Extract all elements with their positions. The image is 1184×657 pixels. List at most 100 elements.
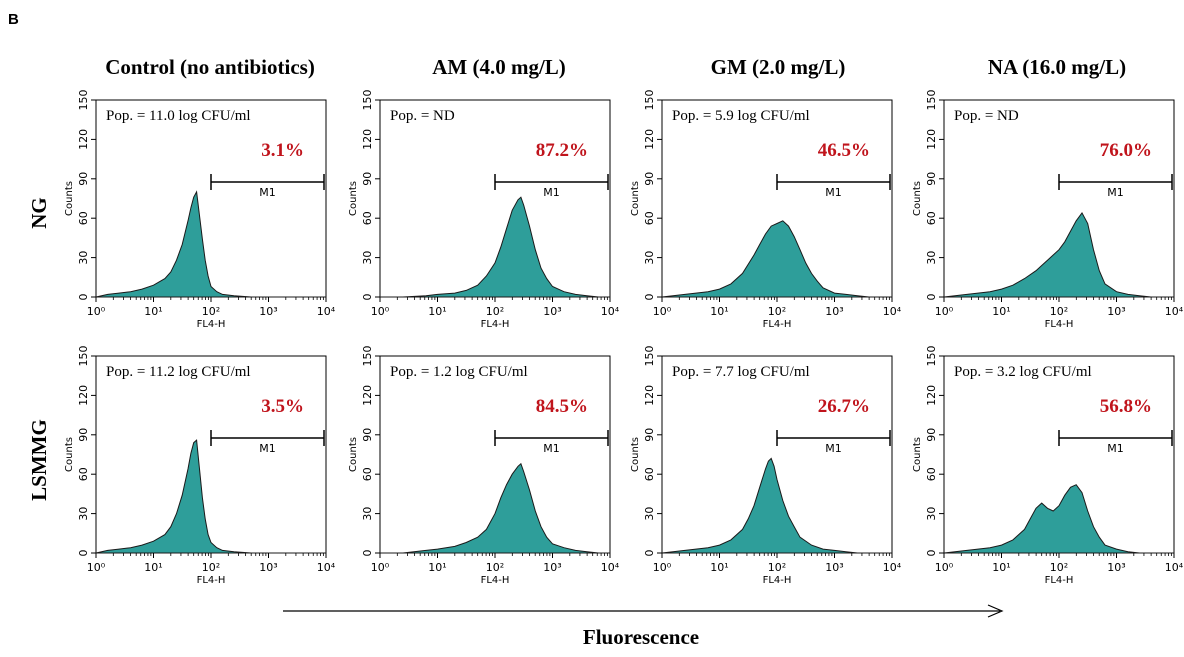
y-tick-label: 60 <box>77 467 90 481</box>
histogram-panels: 0 30 60 90 120 150 Counts 10⁰ 10¹ 10² 10³ 10⁴ FL4-H P… <box>64 90 1184 587</box>
y-tick-label: 30 <box>77 251 90 265</box>
histogram-panel: 0 30 60 90 120 150 Counts 10⁰ 10¹ 10² 10³ 10⁴ FL4-H P… <box>912 346 1184 587</box>
histogram-panel: 0 30 60 90 120 150 Counts 10⁰ 10¹ 10² 10³ 10⁴ FL4-H P… <box>630 346 902 587</box>
x-tick-label: 10⁴ <box>883 561 902 574</box>
y-tick-label: 30 <box>643 507 656 521</box>
histogram-panel: 0 30 60 90 120 150 Counts 10⁰ 10¹ 10² 10³ 10⁴ FL4-H P… <box>348 90 620 331</box>
population-text: Pop. = 11.2 log CFU/ml <box>106 364 251 380</box>
x-tick-label: 10⁰ <box>87 561 106 574</box>
histogram-panel: 0 30 60 90 120 150 Counts 10⁰ 10¹ 10² 10³ 10⁴ FL4-H P… <box>64 90 336 331</box>
x-tick-label: 10² <box>768 305 786 318</box>
y-tick-label: 90 <box>643 428 656 442</box>
population-text: Pop. = ND <box>954 108 1019 124</box>
y-tick-label: 0 <box>925 550 938 557</box>
x-tick-label: 10² <box>486 561 504 574</box>
histogram-area <box>661 457 892 554</box>
x-tick-label: 10³ <box>825 561 843 574</box>
x-axis-label: FL4-H <box>197 575 226 586</box>
x-axis-label: FL4-H <box>481 319 510 330</box>
x-tick-label: 10¹ <box>428 305 446 318</box>
plot-frame <box>95 99 327 298</box>
x-tick-label: 10³ <box>259 305 277 318</box>
y-tick-label: 0 <box>77 550 90 557</box>
x-tick-label: 10¹ <box>428 561 446 574</box>
gate-label: M1 <box>259 186 276 199</box>
x-tick-label: 10² <box>1050 561 1068 574</box>
x-axis-label: FL4-H <box>763 575 792 586</box>
population-text: Pop. = 11.0 log CFU/ml <box>106 108 251 124</box>
histogram-panel: 0 30 60 90 120 150 Counts 10⁰ 10¹ 10² 10³ 10⁴ FL4-H P… <box>912 90 1184 331</box>
y-tick-label: 0 <box>643 550 656 557</box>
histogram-area <box>943 484 1174 554</box>
plot-frame <box>95 355 327 554</box>
x-tick-label: 10¹ <box>992 305 1010 318</box>
column-title-gm: GM (2.0 mg/L) <box>711 55 846 79</box>
x-tick-label: 10¹ <box>992 561 1010 574</box>
population-text: Pop. = ND <box>390 108 455 124</box>
x-tick-label: 10² <box>202 561 220 574</box>
x-tick-label: 10¹ <box>710 561 728 574</box>
x-tick-label: 10⁰ <box>653 561 672 574</box>
y-axis-label: Counts <box>348 437 359 472</box>
x-tick-label: 10⁰ <box>371 305 390 318</box>
y-tick-label: 120 <box>643 129 656 150</box>
y-tick-label: 90 <box>77 428 90 442</box>
y-tick-label: 30 <box>925 507 938 521</box>
y-tick-label: 150 <box>643 346 656 367</box>
column-title-na: NA (16.0 mg/L) <box>988 55 1126 79</box>
x-axis-label: FL4-H <box>197 319 226 330</box>
y-tick-label: 90 <box>361 172 374 186</box>
panel-letter: B <box>8 11 19 28</box>
y-tick-label: 150 <box>925 90 938 111</box>
gate-label: M1 <box>825 442 842 455</box>
x-tick-label: 10⁰ <box>371 561 390 574</box>
y-tick-label: 30 <box>643 251 656 265</box>
y-tick-label: 60 <box>361 467 374 481</box>
x-tick-label: 10⁰ <box>935 305 954 318</box>
x-tick-label: 10⁰ <box>653 305 672 318</box>
gate-label: M1 <box>543 186 560 199</box>
plot-frame <box>379 99 611 298</box>
x-tick-label: 10³ <box>1107 561 1125 574</box>
y-tick-label: 120 <box>925 385 938 406</box>
x-tick-label: 10³ <box>543 305 561 318</box>
population-text: Pop. = 3.2 log CFU/ml <box>954 364 1092 380</box>
x-tick-label: 10⁴ <box>883 305 902 318</box>
x-tick-label: 10³ <box>259 561 277 574</box>
y-tick-label: 0 <box>361 550 374 557</box>
y-tick-label: 0 <box>77 294 90 301</box>
x-tick-label: 10⁰ <box>87 305 106 318</box>
row-title-lsmmg: LSMMG <box>27 419 51 501</box>
y-tick-label: 150 <box>361 346 374 367</box>
x-axis-label: FL4-H <box>763 319 792 330</box>
y-tick-label: 90 <box>77 172 90 186</box>
histogram-area <box>95 190 326 298</box>
column-title-control: Control (no antibiotics) <box>105 55 315 79</box>
gate-label: M1 <box>1107 442 1124 455</box>
y-axis-label: Counts <box>348 181 359 216</box>
gate-percent-text: 26.7% <box>818 396 870 417</box>
y-tick-label: 90 <box>361 428 374 442</box>
y-tick-label: 90 <box>925 428 938 442</box>
x-axis-label: FL4-H <box>1045 319 1074 330</box>
x-tick-label: 10¹ <box>710 305 728 318</box>
y-tick-label: 60 <box>77 211 90 225</box>
x-tick-label: 10⁴ <box>601 561 620 574</box>
histogram-panel: 0 30 60 90 120 150 Counts 10⁰ 10¹ 10² 10³ 10⁴ FL4-H P… <box>64 346 336 587</box>
x-tick-label: 10² <box>1050 305 1068 318</box>
y-tick-label: 60 <box>925 211 938 225</box>
y-axis-label: Counts <box>64 437 75 472</box>
population-text: Pop. = 1.2 log CFU/ml <box>390 364 528 380</box>
y-tick-label: 150 <box>77 90 90 111</box>
y-tick-label: 0 <box>925 294 938 301</box>
gate-percent-text: 3.1% <box>261 140 304 161</box>
row-title-ng: NG <box>27 197 51 229</box>
histogram-area <box>380 462 610 554</box>
population-text: Pop. = 5.9 log CFU/ml <box>672 108 810 124</box>
gate-label: M1 <box>259 442 276 455</box>
y-axis-label: Counts <box>912 181 923 216</box>
gate-label: M1 <box>543 442 560 455</box>
y-tick-label: 150 <box>925 346 938 367</box>
